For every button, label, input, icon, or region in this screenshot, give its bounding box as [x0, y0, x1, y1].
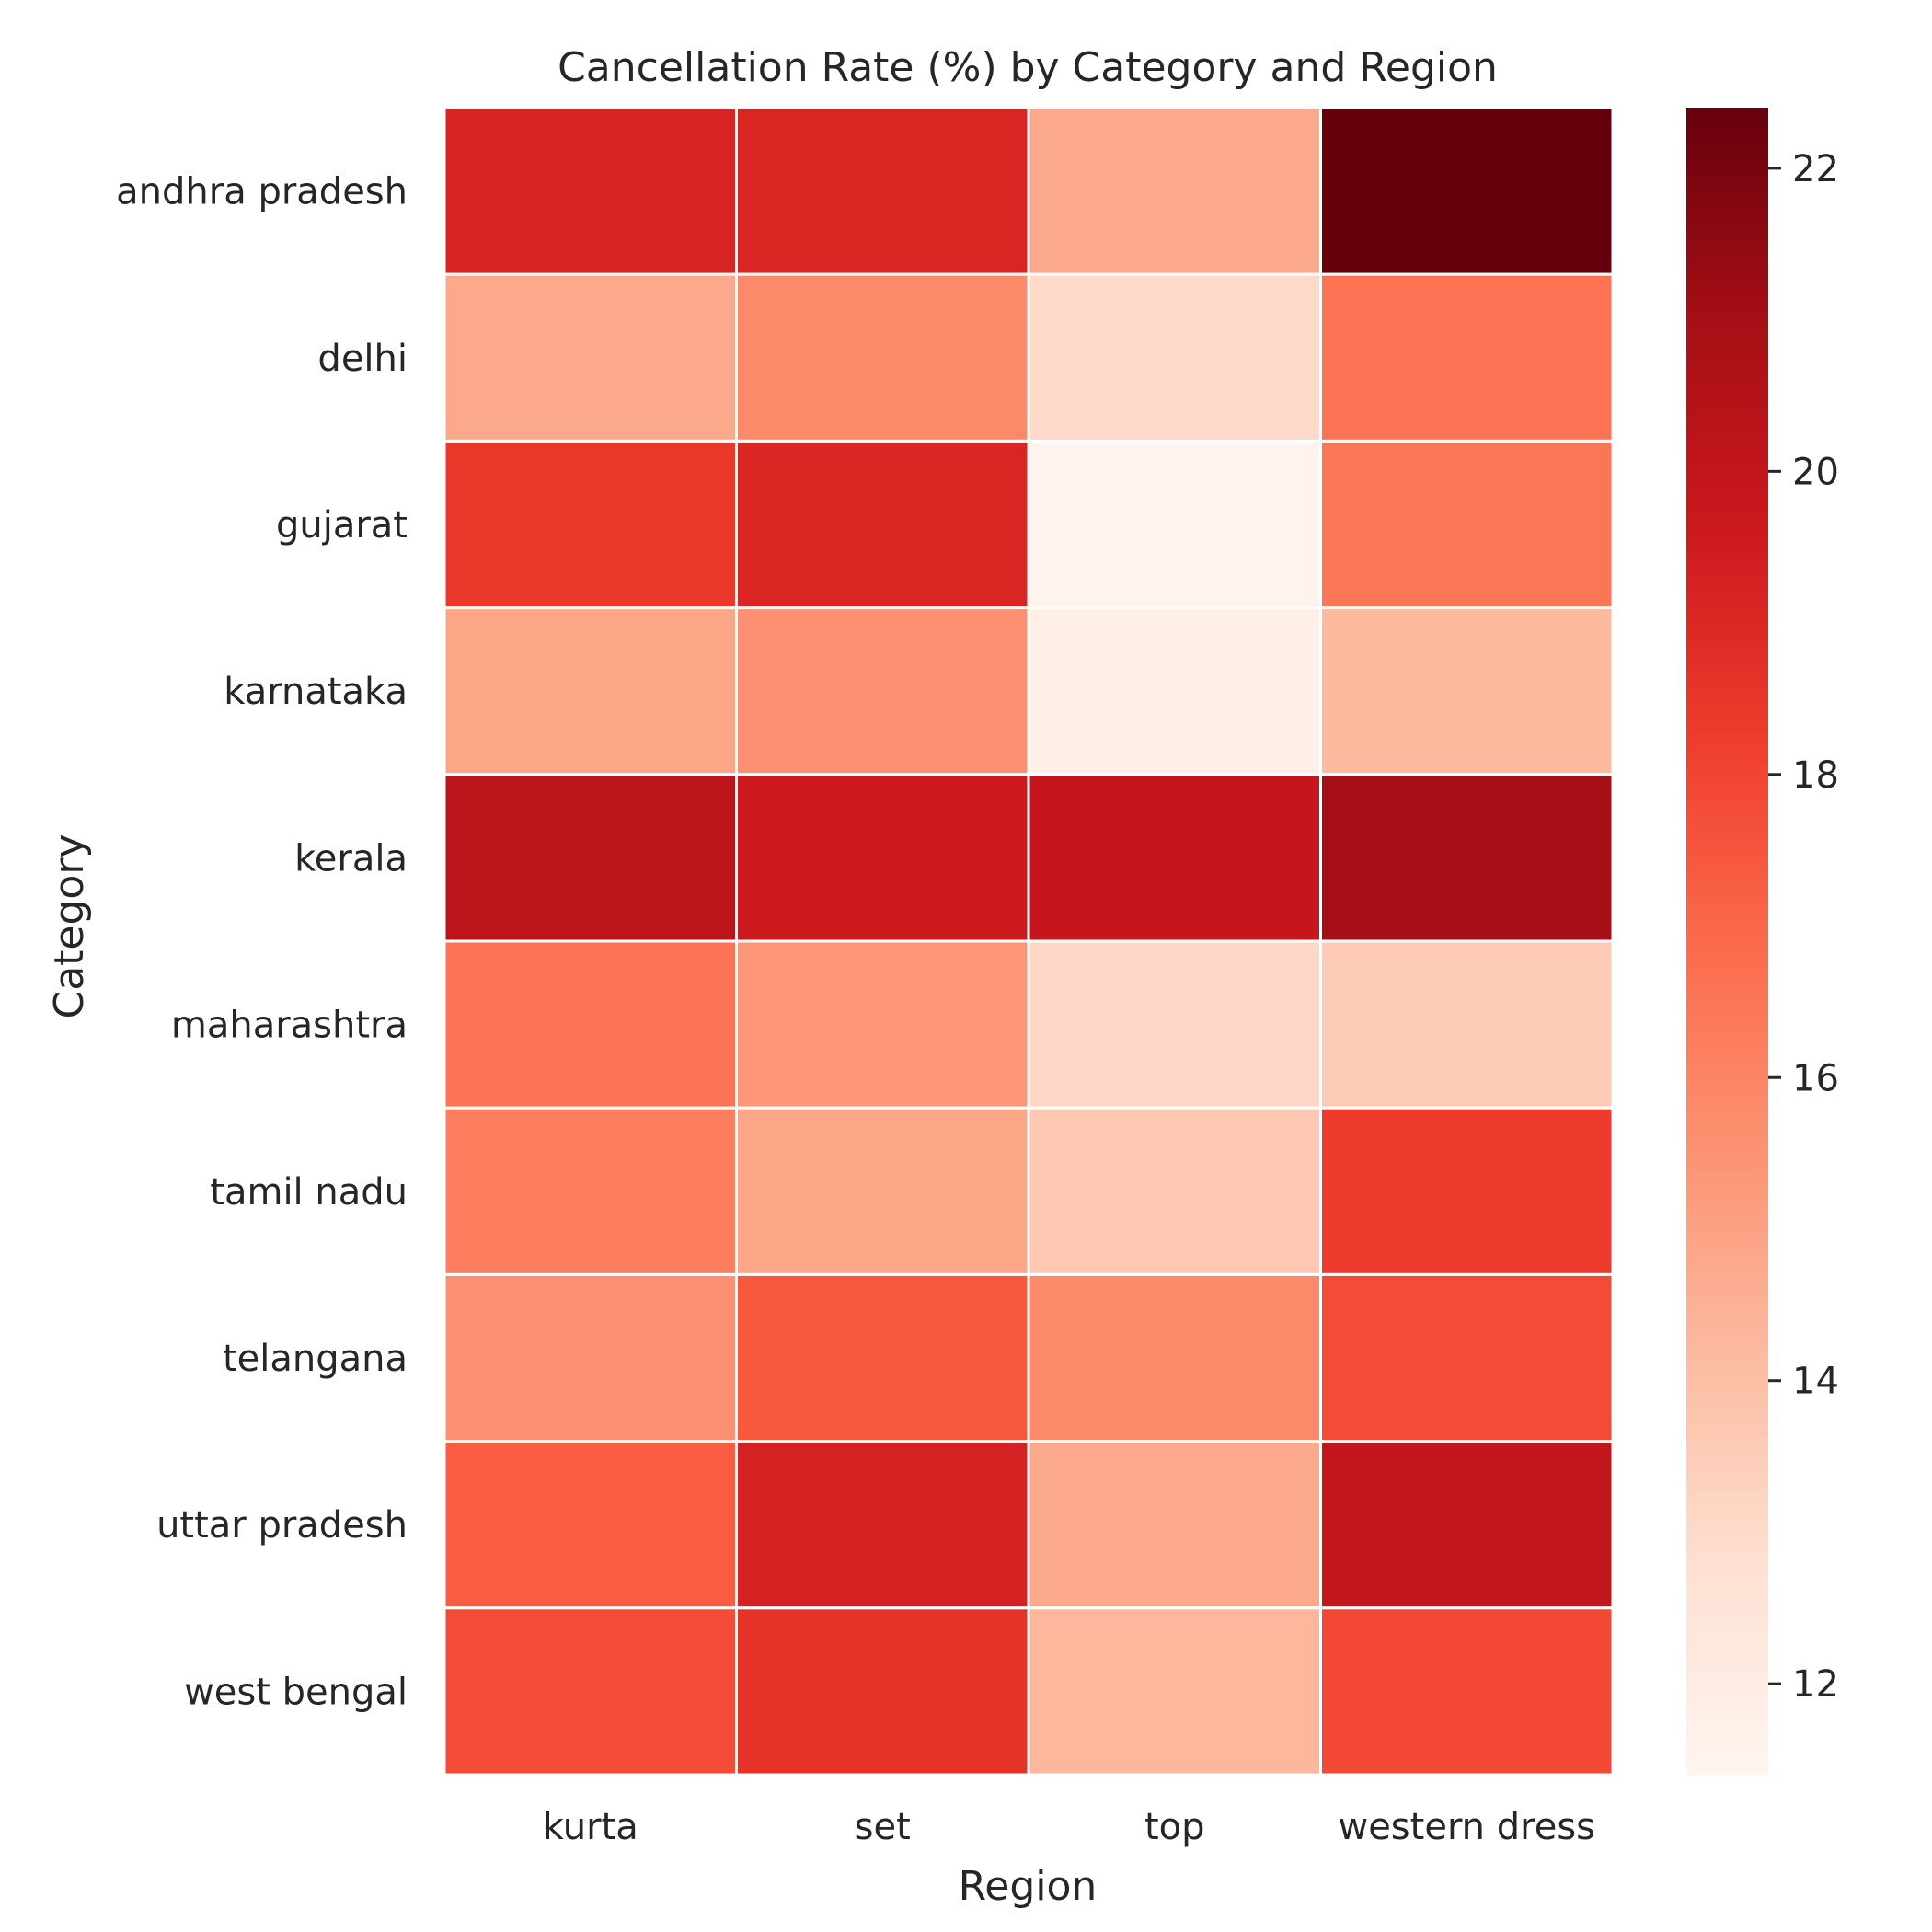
heatmap-cell	[1319, 106, 1615, 276]
heatmap-cell	[443, 1606, 738, 1777]
heatmap-cell	[1027, 606, 1322, 776]
heatmap-cell	[1027, 106, 1322, 276]
x-tick-label: kurta	[543, 1806, 638, 1848]
heatmap-cell	[1319, 1272, 1615, 1443]
heatmap-cell	[1319, 606, 1615, 776]
heatmap-cell	[443, 1440, 738, 1610]
heatmap-cell	[1319, 1606, 1615, 1777]
heatmap-cell	[1319, 773, 1615, 943]
heatmap-cell	[735, 272, 1030, 443]
y-tick-label: tamil nadu	[210, 1171, 408, 1213]
heatmap-cells	[443, 106, 1615, 1777]
heatmap-cell	[443, 106, 738, 276]
y-tick-label: andhra pradesh	[116, 171, 408, 213]
heatmap-cell	[1027, 272, 1322, 443]
heatmap-cell	[1319, 439, 1615, 610]
chart-title: Cancellation Rate (%) by Category and Re…	[558, 44, 1498, 91]
colorbar-tick-label: 22	[1792, 148, 1839, 190]
heatmap-cell	[1027, 1106, 1322, 1276]
x-tick-label: top	[1144, 1806, 1205, 1848]
y-tick-label: delhi	[317, 338, 408, 380]
heatmap-cell	[735, 1272, 1030, 1443]
heatmap-cell	[735, 606, 1030, 776]
heatmap-cell	[1319, 1106, 1615, 1276]
colorbar-ticks: 12 14 16 18 20 22	[1768, 148, 1839, 1706]
colorbar-tick-label: 12	[1792, 1663, 1839, 1706]
colorbar	[1686, 108, 1768, 1775]
heatmap-cell	[1027, 1440, 1322, 1610]
heatmap-cell	[735, 106, 1030, 276]
heatmap-cell	[443, 773, 738, 943]
x-tick-labels: kurta set top western dress	[543, 1806, 1595, 1848]
x-tick-label: set	[855, 1806, 911, 1848]
y-tick-label: karnataka	[224, 671, 408, 713]
y-tick-label: west bengal	[184, 1671, 408, 1713]
x-tick-label: western dress	[1338, 1806, 1595, 1848]
heatmap-cell	[735, 939, 1030, 1110]
y-tick-label: kerala	[294, 837, 408, 880]
heatmap-cell	[1027, 1606, 1322, 1777]
heatmap-cell	[443, 439, 738, 610]
heatmap-cell	[1027, 773, 1322, 943]
heatmap-cell	[1027, 439, 1322, 610]
heatmap-cell	[735, 773, 1030, 943]
colorbar-tick-label: 20	[1792, 451, 1839, 493]
heatmap-cell	[735, 1440, 1030, 1610]
colorbar-tick-label: 18	[1792, 754, 1839, 797]
y-axis-label: Category	[46, 834, 93, 1019]
y-tick-label: maharashtra	[171, 1005, 408, 1047]
heatmap-cell	[735, 1106, 1030, 1276]
heatmap-cell	[1319, 939, 1615, 1110]
y-tick-label: gujarat	[276, 504, 408, 546]
heatmap-cell	[443, 606, 738, 776]
y-tick-labels: andhra pradesh delhi gujarat karnataka keral…	[116, 171, 408, 1714]
heatmap-cell	[735, 439, 1030, 610]
colorbar-tick-label: 14	[1792, 1361, 1839, 1403]
x-axis-label: Region	[959, 1863, 1098, 1910]
heatmap-cell	[443, 939, 738, 1110]
y-tick-label: telangana	[223, 1338, 408, 1380]
heatmap-cell	[1319, 1440, 1615, 1610]
heatmap-cell	[443, 272, 738, 443]
y-tick-label: uttar pradesh	[156, 1504, 408, 1547]
heatmap-cell	[1027, 939, 1322, 1110]
heatmap-cell	[1319, 272, 1615, 443]
heatmap-cell	[1027, 1272, 1322, 1443]
heatmap-cell	[735, 1606, 1030, 1777]
heatmap-cell	[443, 1272, 738, 1443]
heatmap-cell	[443, 1106, 738, 1276]
colorbar-tick-label: 16	[1792, 1057, 1839, 1099]
